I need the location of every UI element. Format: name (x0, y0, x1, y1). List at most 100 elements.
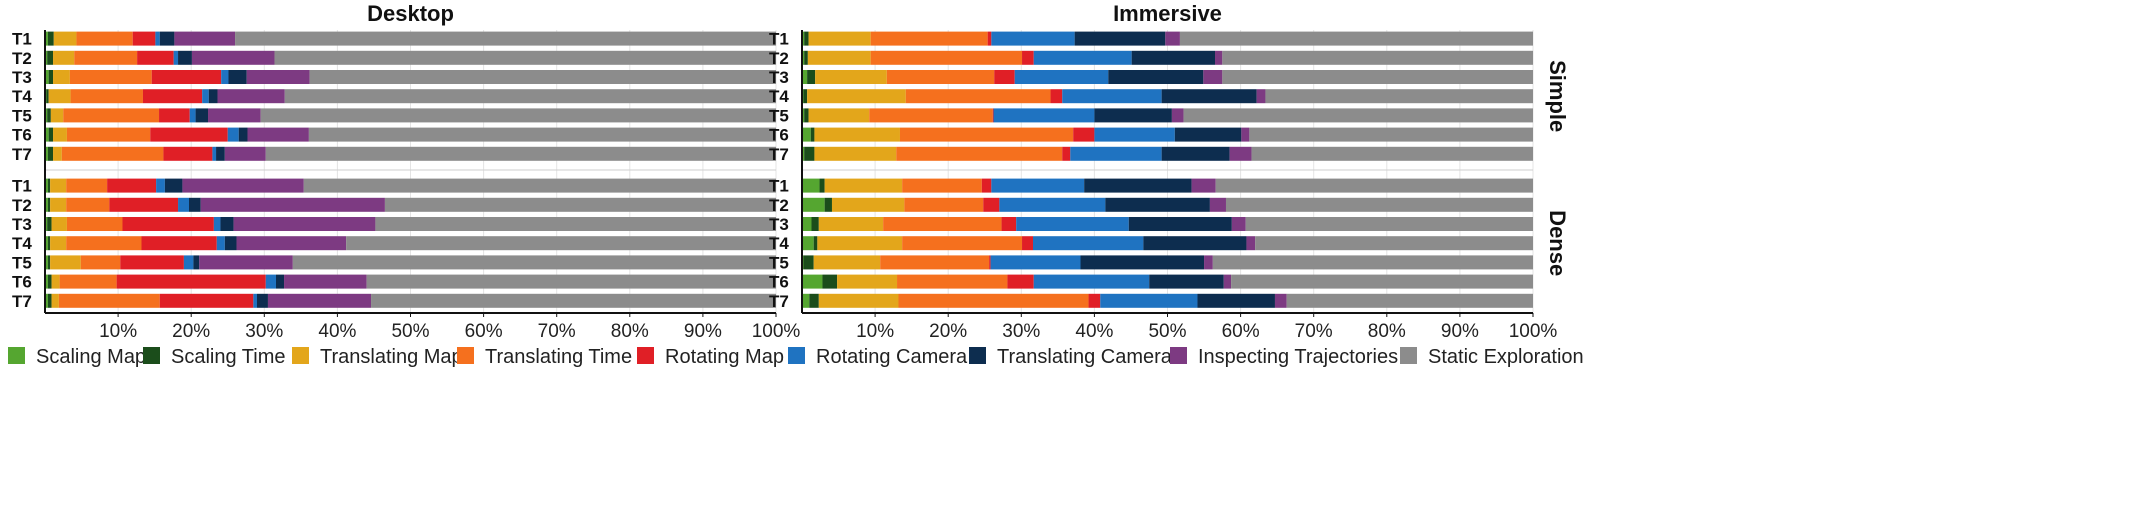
bar-segment-desktop-dense-t5-translating-time (80, 255, 121, 270)
bar-segment-immersive-dense-t4-scaling-time (813, 236, 818, 251)
bar-segment-immersive-simple-t2-rotating-camera (1033, 50, 1132, 65)
bar-segment-immersive-dense-t6-translating-time (897, 274, 1008, 289)
bar-segment-immersive-dense-t3-static-exploration (1245, 217, 1533, 231)
bar-segment-desktop-dense-t6-inspecting-trajectories (284, 274, 367, 289)
bar-segment-immersive-simple-t6-rotating-map (1073, 127, 1095, 142)
bar-segment-desktop-simple-t1-translating-map (53, 31, 77, 46)
legend-swatch (637, 347, 654, 364)
bar-segment-immersive-simple-t6-scaling-time (810, 127, 815, 142)
bar-segment-desktop-dense-t6-scaling-time (47, 274, 52, 289)
bar-segment-desktop-simple-t1-scaling-map (45, 31, 48, 46)
bar-segment-immersive-dense-t7-translating-camera (1197, 293, 1275, 308)
bar-segment-immersive-dense-t7-static-exploration (1286, 293, 1533, 308)
category-label-desktop: T3 (12, 68, 32, 87)
bar-segment-desktop-dense-t3-inspecting-trajectories (233, 217, 376, 231)
legend-swatch (143, 347, 160, 364)
bar-segment-desktop-simple-t6-inspecting-trajectories (247, 127, 309, 142)
x-tick-label: 60% (1222, 321, 1260, 342)
bar-segment-desktop-dense-t6-translating-time (59, 274, 117, 289)
bar-segment-desktop-dense-t3-rotating-camera (213, 217, 221, 231)
bar-segment-immersive-dense-t1-translating-camera (1084, 178, 1192, 193)
bar-segment-immersive-dense-t3-scaling-time (811, 217, 819, 231)
bar-segment-desktop-dense-t7-inspecting-trajectories (267, 293, 372, 308)
legend-label: Scaling Time (171, 346, 286, 368)
bar-segment-desktop-simple-t7-translating-map (53, 146, 62, 161)
bar-segment-immersive-dense-t6-rotating-map (1007, 274, 1034, 289)
bar-segment-desktop-dense-t4-scaling-map (45, 236, 48, 251)
category-label-immersive: T4 (769, 234, 789, 253)
bar-segment-desktop-simple-t2-static-exploration (274, 50, 776, 65)
bar-segment-desktop-dense-t2-rotating-camera (178, 197, 189, 212)
bar-segment-immersive-simple-t5-scaling-time (804, 108, 809, 123)
bar-segment-desktop-simple-t6-translating-time (66, 127, 151, 142)
bar-segment-desktop-dense-t2-translating-map (50, 197, 67, 212)
bar-segment-immersive-dense-t1-translating-time (902, 178, 982, 193)
bar-segment-immersive-simple-t6-translating-camera (1174, 127, 1242, 142)
bar-segment-immersive-dense-t7-translating-time (898, 293, 1089, 308)
bar-segment-desktop-simple-t2-rotating-camera (173, 50, 179, 65)
bar-segment-desktop-dense-t4-translating-time (66, 236, 142, 251)
bar-segment-desktop-simple-t5-translating-camera (195, 108, 209, 123)
bar-segment-immersive-simple-t6-translating-map (814, 127, 900, 142)
bar-segment-desktop-dense-t1-rotating-camera (156, 178, 165, 193)
bar-segment-desktop-simple-t4-translating-camera (208, 89, 218, 104)
x-tick-label: 50% (391, 321, 429, 342)
bar-segment-desktop-simple-t1-translating-time (76, 31, 133, 46)
bar-segment-desktop-simple-t6-scaling-map (45, 127, 49, 142)
bar-segment-desktop-dense-t7-translating-camera (256, 293, 268, 308)
bar-segment-immersive-simple-t7-inspecting-trajectories (1229, 146, 1252, 161)
bar-segment-immersive-dense-t2-translating-camera (1105, 197, 1210, 212)
bar-segment-immersive-dense-t3-translating-camera (1128, 217, 1232, 231)
bar-segment-immersive-simple-t5-static-exploration (1183, 108, 1533, 123)
x-tick-label: 90% (684, 321, 722, 342)
bar-segment-desktop-dense-t2-scaling-map (45, 197, 48, 212)
x-tick-label: 20% (172, 321, 210, 342)
bar-segment-immersive-dense-t1-scaling-time (819, 178, 825, 193)
bar-segment-immersive-simple-t4-translating-camera (1161, 89, 1257, 104)
legend-label: Translating Map (320, 346, 463, 368)
bar-segment-desktop-simple-t5-rotating-camera (189, 108, 196, 123)
bar-segment-desktop-dense-t4-static-exploration (346, 236, 776, 251)
category-label-immersive: T2 (769, 49, 789, 68)
bar-segment-immersive-simple-t5-rotating-map (992, 108, 994, 123)
bar-segment-immersive-simple-t7-translating-camera (1161, 146, 1230, 161)
legend-label: Translating Time (485, 346, 632, 368)
x-tick-label: 100% (752, 321, 801, 342)
bar-segment-immersive-dense-t1-scaling-map (802, 178, 820, 193)
bar-segment-desktop-dense-t5-inspecting-trajectories (199, 255, 293, 270)
legend-label: Translating Camera (997, 346, 1173, 368)
category-label-desktop: T3 (12, 215, 32, 234)
bar-segment-desktop-dense-t1-rotating-map (107, 178, 157, 193)
bar-segment-immersive-dense-t7-rotating-camera (1100, 293, 1198, 308)
bar-segment-immersive-dense-t7-scaling-map (802, 293, 810, 308)
bar-segment-desktop-simple-t5-static-exploration (260, 108, 776, 123)
legend-item: Rotating Camera (788, 346, 968, 368)
bar-segment-desktop-simple-t3-inspecting-trajectories (246, 70, 310, 84)
x-tick-label: 10% (856, 321, 894, 342)
category-label-immersive: T5 (769, 253, 789, 272)
legend-swatch (1400, 347, 1417, 364)
bar-segment-desktop-dense-t6-static-exploration (366, 274, 776, 289)
bar-segment-immersive-simple-t5-translating-map (808, 108, 870, 123)
bar-segment-immersive-simple-t3-translating-map (815, 70, 887, 84)
bar-segment-immersive-dense-t1-static-exploration (1215, 178, 1533, 193)
bar-segment-desktop-simple-t7-translating-camera (216, 146, 225, 161)
bar-segment-immersive-dense-t3-translating-time (883, 217, 1002, 231)
bar-segment-immersive-dense-t6-scaling-time (822, 274, 838, 289)
bar-segment-immersive-dense-t5-translating-camera (1080, 255, 1205, 270)
bar-segment-desktop-dense-t1-translating-camera (164, 178, 183, 193)
legend-label: Inspecting Trajectories (1198, 346, 1398, 368)
x-tick-label: 60% (465, 321, 503, 342)
bar-segment-desktop-simple-t1-rotating-map (132, 31, 156, 46)
x-tick-label: 80% (611, 321, 649, 342)
bar-segment-immersive-dense-t3-rotating-map (1001, 217, 1017, 231)
bar-segment-desktop-simple-t4-rotating-camera (202, 89, 209, 104)
legend-item: Translating Time (457, 346, 632, 368)
bar-segment-immersive-simple-t4-static-exploration (1265, 89, 1533, 104)
bar-segment-immersive-dense-t6-static-exploration (1231, 274, 1533, 289)
bar-segment-desktop-dense-t6-scaling-map (45, 274, 48, 289)
bar-segment-desktop-simple-t3-scaling-map (45, 70, 49, 84)
bar-segment-desktop-dense-t1-translating-time (66, 178, 108, 193)
legend-item: Static Exploration (1400, 346, 1584, 368)
bar-segment-immersive-dense-t1-rotating-map (981, 178, 992, 193)
